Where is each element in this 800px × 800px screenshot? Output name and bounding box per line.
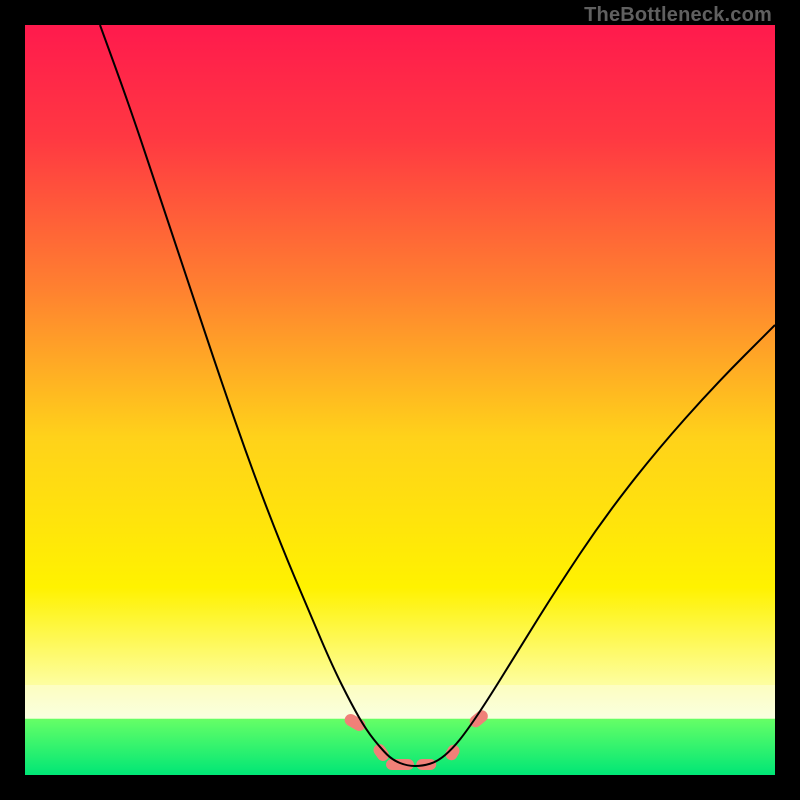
curve-marker [467, 708, 490, 730]
curve-marker [416, 759, 436, 770]
bottleneck-curve [100, 25, 775, 766]
chart-stage: TheBottleneck.com [0, 0, 800, 800]
chart-svg [25, 25, 775, 775]
curve-marker [371, 742, 391, 764]
curve-marker [342, 712, 367, 733]
curve-marker [386, 759, 414, 770]
gradient-background [25, 25, 775, 775]
plot-area [25, 25, 775, 775]
yellow-band [25, 685, 775, 719]
curve-marker [443, 743, 461, 763]
watermark-label: TheBottleneck.com [584, 4, 772, 27]
markers-layer [342, 708, 490, 770]
green-band [25, 719, 775, 775]
